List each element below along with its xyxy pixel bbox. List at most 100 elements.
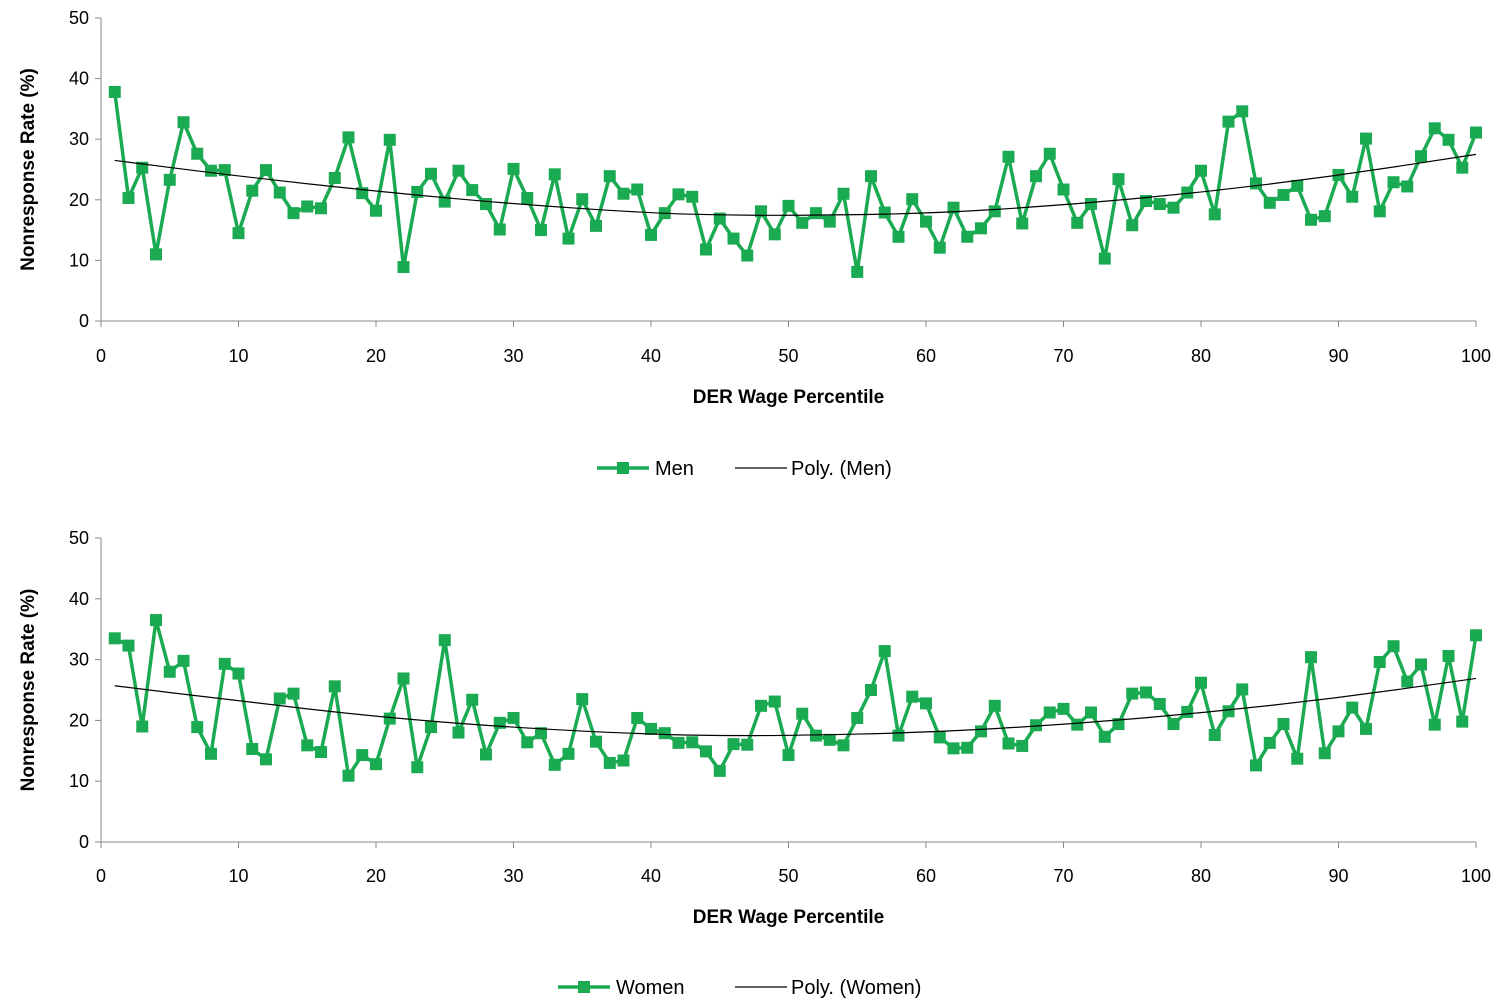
data-point [507, 162, 520, 175]
data-point [631, 183, 644, 196]
data-point [1181, 186, 1194, 199]
data-point [823, 733, 836, 746]
data-point [590, 735, 602, 748]
data-point [1401, 180, 1414, 193]
data-point [466, 693, 479, 706]
y-tick-label: 40 [69, 589, 89, 609]
y-tick-label: 30 [69, 650, 89, 670]
data-point [1112, 173, 1125, 186]
data-point [1305, 651, 1317, 664]
data-point [645, 228, 657, 241]
y-tick-label: 20 [69, 190, 89, 210]
data-point [603, 756, 616, 769]
data-point [1236, 105, 1249, 118]
data-point [1002, 737, 1015, 750]
data-point [163, 665, 176, 678]
data-point [1195, 676, 1207, 689]
data-point [521, 191, 534, 204]
data-point [1126, 687, 1139, 700]
data-point [1057, 702, 1070, 715]
x-axis-title: DER Wage Percentile [693, 387, 884, 408]
data-point [1415, 658, 1427, 671]
data-point [1250, 177, 1262, 190]
x-tick-label: 40 [641, 346, 661, 366]
x-tick-label: 80 [1191, 866, 1211, 886]
data-point [576, 193, 589, 206]
data-point [576, 693, 589, 706]
data-point [287, 687, 300, 700]
data-point [1098, 252, 1111, 265]
chart-women: 0 10 20 30 40 50 0 10 20 30 40 50 60 70 80 90 100 DER Wag… [18, 528, 1491, 999]
data-point [1428, 718, 1441, 731]
data-point [218, 657, 231, 670]
data-point [1153, 198, 1166, 211]
data-point [1291, 752, 1304, 765]
x-tick-label: 0 [96, 866, 106, 886]
data-point [136, 720, 149, 733]
data-point [535, 224, 547, 237]
data-point [315, 746, 327, 759]
data-point [1387, 176, 1400, 189]
data-point [205, 164, 217, 177]
data-point [851, 711, 864, 724]
data-point [1016, 217, 1029, 230]
data-point [108, 632, 121, 645]
data-point [947, 742, 960, 755]
data-point [370, 204, 382, 217]
data-point [521, 736, 534, 749]
data-point [383, 712, 396, 725]
data-point [713, 764, 726, 777]
data-point [686, 736, 699, 749]
x-tick-label: 10 [228, 866, 248, 886]
data-point [1085, 706, 1097, 719]
data-point [810, 729, 822, 742]
data-point [1387, 640, 1400, 653]
data-point [603, 170, 616, 183]
data-point [397, 672, 410, 685]
data-point [562, 747, 575, 760]
data-point [535, 727, 547, 740]
legend-label-series: Women [616, 977, 685, 999]
data-point [315, 202, 327, 215]
data-point [755, 205, 767, 218]
y-axis-title: Nonresponse Rate (%) [18, 68, 39, 271]
x-tick-label: 100 [1461, 866, 1491, 886]
data-point [796, 707, 809, 720]
data-point [1360, 132, 1372, 145]
data-point [1346, 701, 1359, 714]
data-point [1112, 718, 1125, 731]
trendline [114, 153, 1477, 216]
data-point [837, 187, 850, 200]
data-point [933, 731, 946, 744]
data-point [810, 207, 822, 220]
data-point [301, 739, 314, 752]
data-point [1318, 210, 1331, 223]
data-point [370, 758, 382, 771]
data-point [1470, 629, 1482, 642]
data-point [1167, 718, 1180, 731]
data-point [1415, 150, 1427, 163]
y-tick-label: 20 [69, 710, 89, 730]
x-tick-label: 80 [1191, 346, 1211, 366]
data-point [1277, 718, 1290, 731]
data-point [438, 634, 451, 647]
data-point [218, 164, 231, 177]
data-point [1181, 705, 1194, 718]
x-tick-label: 0 [96, 346, 106, 366]
data-point [975, 222, 987, 235]
data-point [988, 205, 1001, 218]
data-point [906, 690, 919, 703]
x-tick-label: 90 [1328, 346, 1348, 366]
data-point [452, 726, 465, 739]
y-tick-label: 0 [79, 311, 89, 331]
data-point [438, 195, 451, 208]
data-point [796, 216, 809, 229]
data-point [480, 198, 492, 211]
data-point [273, 692, 286, 705]
data-point [1305, 213, 1317, 226]
data-point [1277, 188, 1290, 201]
x-tick-label: 10 [228, 346, 248, 366]
data-point [1057, 183, 1070, 196]
data-point [672, 736, 685, 749]
y-axis-title: Nonresponse Rate (%) [18, 589, 39, 792]
